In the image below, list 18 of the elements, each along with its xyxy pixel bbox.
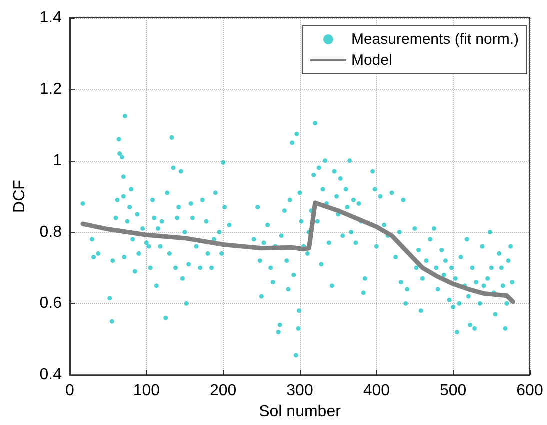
line-series <box>80 200 516 304</box>
x-tick-label: 400 <box>363 382 390 400</box>
x-tick-label: 0 <box>66 382 75 400</box>
x-tick-label: 200 <box>210 382 237 400</box>
x-tick-label: 300 <box>286 382 314 400</box>
y-tick-label: 1.4 <box>40 10 62 26</box>
legend-label: Model <box>351 52 392 69</box>
y-tick-label: 0.4 <box>40 366 62 384</box>
x-tick-label: 600 <box>516 382 544 400</box>
y-axis-title: DCF <box>12 180 28 213</box>
y-tick-label: 1 <box>53 152 62 170</box>
y-tick-label: 0.6 <box>40 295 62 312</box>
x-tick-label: 500 <box>440 382 467 400</box>
y-tick-label: 0.8 <box>40 224 62 241</box>
x-tick-label: 100 <box>133 382 160 400</box>
y-tick-label: 1.2 <box>40 80 62 98</box>
legend-label: Measurements (fit norm.) <box>351 31 520 48</box>
x-axis-title: Sol number <box>259 404 342 420</box>
